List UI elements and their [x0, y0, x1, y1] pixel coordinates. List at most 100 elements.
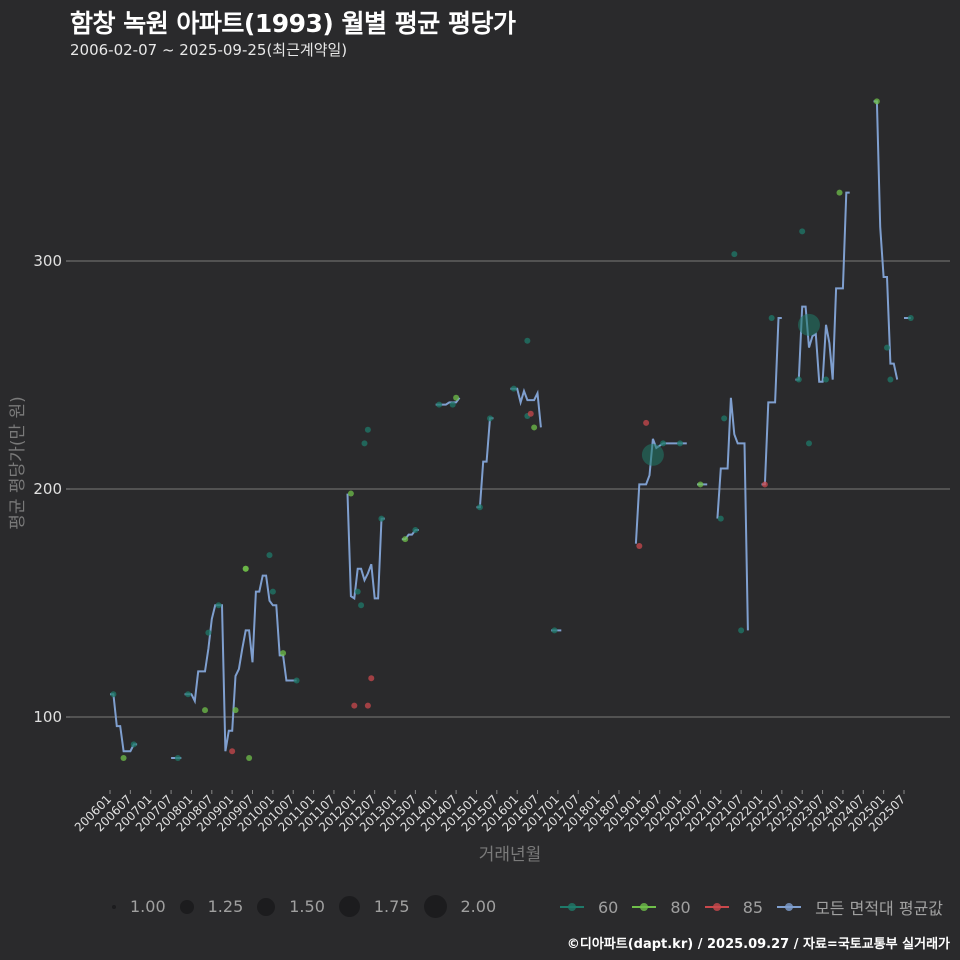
transaction-point-60 — [797, 313, 820, 336]
average-line-segment — [873, 100, 899, 380]
transaction-point-60 — [677, 440, 684, 447]
size-legend-item: 1.50 — [257, 897, 325, 916]
transaction-point-80 — [280, 650, 287, 657]
transaction-point-85 — [527, 410, 534, 417]
average-line-segment — [795, 191, 850, 383]
size-label: 2.00 — [460, 897, 497, 916]
average-line-segment — [761, 317, 782, 486]
transaction-point-60 — [174, 755, 181, 762]
transaction-point-60 — [266, 552, 273, 559]
size-legend-item: 1.00 — [110, 897, 166, 916]
size-legend-item: 1.25 — [179, 897, 243, 916]
average-line-segment — [476, 417, 494, 509]
y-tick-label: 300 — [33, 252, 62, 270]
transaction-point-60 — [412, 527, 419, 534]
legend-label: 모든 면적대 평균값 — [815, 899, 944, 918]
transaction-point-80 — [697, 481, 704, 488]
size-dot-icon — [338, 896, 360, 917]
y-tick-label: 100 — [33, 708, 62, 726]
transaction-point-60 — [907, 315, 914, 321]
legend-line-icon — [777, 903, 802, 911]
transaction-point-85 — [351, 702, 358, 709]
size-legend-item: 1.75 — [338, 896, 410, 917]
average-line-segment — [510, 387, 542, 428]
transaction-point-60 — [822, 376, 829, 383]
transaction-point-85 — [368, 675, 375, 682]
transaction-point-60 — [449, 401, 456, 408]
legend-item-85: 85 — [704, 897, 764, 917]
transaction-point-80 — [246, 755, 253, 762]
transaction-point-60 — [358, 602, 365, 609]
transaction-point-80 — [202, 707, 209, 714]
transaction-point-60 — [738, 627, 745, 634]
transaction-point-80 — [242, 565, 249, 572]
y-tick-label: 200 — [33, 480, 62, 498]
transaction-point-60 — [130, 741, 137, 748]
legend-label: 85 — [742, 897, 764, 917]
transaction-point-60 — [185, 691, 192, 698]
legend-line-icon — [704, 903, 729, 911]
transaction-point-60 — [361, 440, 368, 447]
transaction-point-85 — [229, 748, 236, 755]
size-dot-icon — [179, 899, 194, 914]
size-dot-icon — [112, 904, 116, 909]
size-dot-icon — [423, 895, 447, 918]
y-axis: 100 200 300 — [33, 252, 70, 726]
transaction-point-85 — [643, 419, 650, 426]
transaction-point-80 — [531, 424, 538, 431]
transaction-point-80 — [347, 490, 354, 497]
average-line-segment — [716, 397, 749, 631]
legend-line-icon — [560, 903, 584, 911]
transaction-point-80 — [120, 755, 127, 762]
legend-item-60: 60 — [560, 898, 618, 917]
transaction-point-60 — [487, 415, 494, 422]
transaction-point-80 — [453, 394, 460, 401]
transaction-point-60 — [215, 602, 222, 609]
transaction-point-60 — [641, 443, 664, 466]
average-price-line — [110, 100, 911, 759]
transaction-point-60 — [476, 504, 483, 511]
x-axis: 2006012006072007012007072008012008072009… — [72, 790, 908, 835]
average-line-segment — [346, 493, 385, 601]
source-caption: ©디아파트(dapt.kr) / 2025.09.27 / 자료=국토교통부 실… — [566, 937, 950, 952]
transaction-point-60 — [795, 376, 802, 383]
transaction-point-85 — [364, 702, 371, 709]
transaction-point-60 — [269, 588, 276, 595]
transaction-point-60 — [887, 376, 894, 383]
transaction-point-80 — [836, 189, 843, 196]
legend-item-80: 80 — [632, 898, 691, 917]
gridlines — [70, 260, 950, 718]
average-line-segment — [184, 574, 297, 752]
transaction-point-60 — [731, 251, 738, 258]
series-legend: 60 80 85 모든 면적대 평균값 — [560, 895, 957, 919]
transaction-point-60 — [205, 629, 212, 636]
transaction-point-60 — [799, 228, 806, 235]
transaction-point-60 — [884, 344, 891, 351]
transaction-point-60 — [660, 440, 667, 447]
chart-title: 함창 녹원 아파트(1993) 월별 평균 평당가 — [70, 9, 516, 38]
chart-subtitle: 2006-02-07 ~ 2025-09-25(최근계약일) — [70, 41, 348, 59]
transaction-point-60 — [378, 515, 385, 522]
legend-label: 60 — [598, 897, 619, 917]
transaction-point-60 — [364, 426, 371, 433]
size-legend: 1.00 1.25 1.50 1.75 2.00 — [110, 895, 510, 918]
transaction-point-60 — [436, 401, 443, 408]
transaction-points — [110, 98, 914, 762]
y-axis-title: 평균 평당가(만 원) — [8, 396, 28, 530]
legend-line-icon — [632, 903, 657, 911]
transaction-point-85 — [761, 481, 768, 488]
transaction-point-80 — [873, 98, 880, 105]
transaction-point-60 — [768, 315, 775, 321]
size-dot-icon — [257, 897, 276, 916]
legend-item-average: 모든 면적대 평균값 — [777, 895, 943, 919]
transaction-point-60 — [805, 440, 812, 447]
size-label: 1.50 — [289, 897, 325, 916]
transaction-point-60 — [354, 588, 361, 595]
transaction-point-60 — [551, 627, 558, 634]
transaction-point-60 — [721, 415, 728, 422]
transaction-point-60 — [110, 691, 117, 698]
transaction-point-60 — [524, 337, 531, 344]
x-axis-title: 거래년월 — [479, 845, 542, 865]
size-legend-item: 2.00 — [423, 895, 497, 918]
